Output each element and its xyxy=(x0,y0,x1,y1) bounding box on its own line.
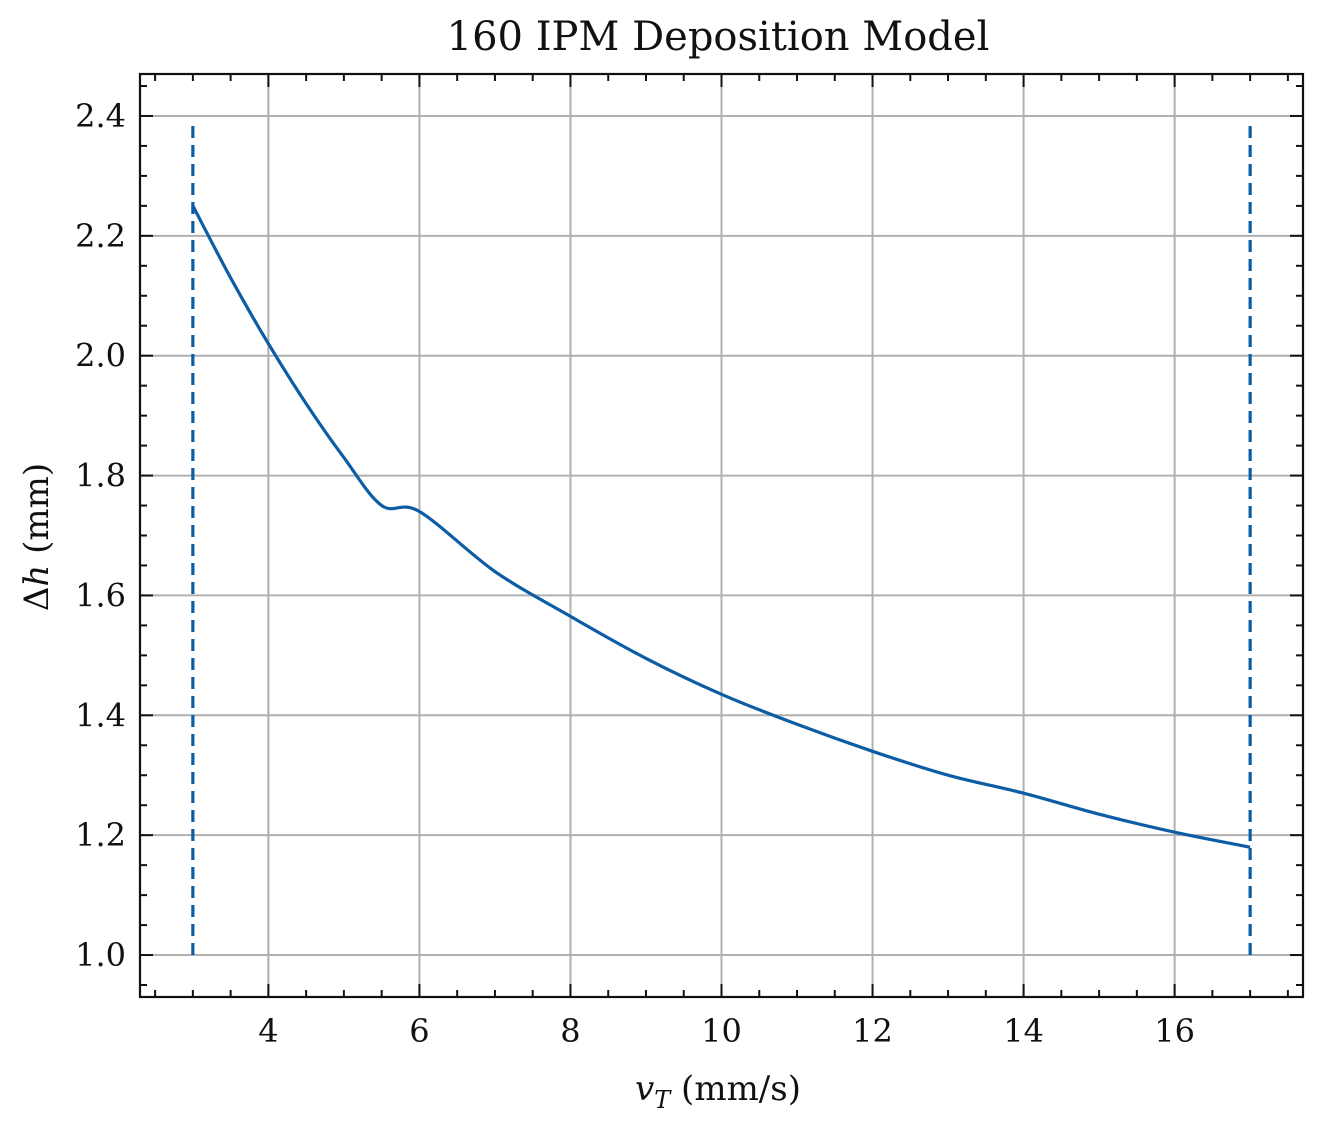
y-tick-label: 1.0 xyxy=(75,936,126,974)
y-tick-label: 1.6 xyxy=(75,576,126,614)
axis-ticks xyxy=(140,74,1303,997)
y-tick-label: 1.4 xyxy=(75,696,126,734)
y-tick-label: 2.4 xyxy=(75,97,126,135)
chart-title: 160 IPM Deposition Model xyxy=(447,14,990,60)
x-tick-label: 14 xyxy=(1003,1012,1044,1050)
y-tick-label: 2.0 xyxy=(75,337,126,375)
x-tick-label: 12 xyxy=(852,1012,893,1050)
y-tick-label: 1.8 xyxy=(75,457,126,495)
y-tick-label: 1.2 xyxy=(75,816,126,854)
x-tick-label: 16 xyxy=(1154,1012,1195,1050)
y-tick-label: 2.2 xyxy=(75,217,126,255)
x-axis-label: vT (mm/s) xyxy=(635,1069,801,1114)
x-tick-label: 6 xyxy=(409,1012,429,1050)
tick-labels: 4 6 8 10 12 14 16 1.0 1.2 1.4 1.6 1.8 2.0 2.2 2.4 xyxy=(75,97,1195,1050)
y-axis-label: Δh (mm) xyxy=(17,463,57,611)
grid xyxy=(140,74,1303,997)
x-tick-label: 8 xyxy=(560,1012,580,1050)
x-tick-label: 4 xyxy=(258,1012,278,1050)
deposition-curve xyxy=(191,205,1251,849)
plot-series xyxy=(191,121,1252,956)
x-tick-label: 10 xyxy=(701,1012,742,1050)
